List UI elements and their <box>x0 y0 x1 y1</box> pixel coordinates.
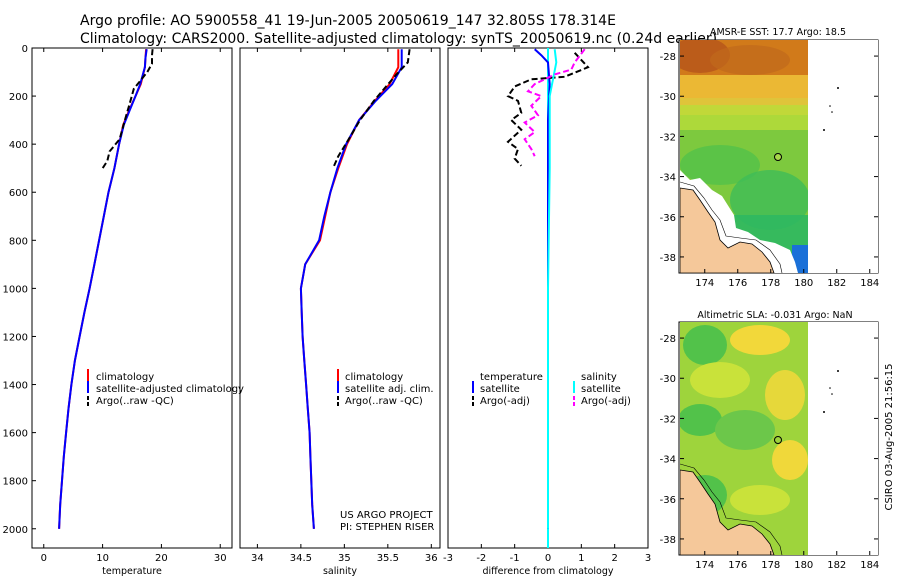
salinity-xlabel: salinity <box>323 566 357 577</box>
sla_map-ytick-label-3: -34 <box>660 455 676 466</box>
salinity-xtick-label-4: 36 <box>425 553 438 564</box>
temperature-ytick-label-1: 200 <box>9 92 28 103</box>
sla_map-xtick-label-2: 178 <box>761 560 780 571</box>
temperature-xtick-label-1: 10 <box>96 553 109 564</box>
sst_map-xtick-label-1: 176 <box>728 278 747 289</box>
sla-argo-marker <box>774 436 782 444</box>
temperature-ytick-label-0: 0 <box>22 44 28 55</box>
temperature-xtick-label-3: 30 <box>214 553 227 564</box>
salinity-xtick-label-3: 35.5 <box>377 553 399 564</box>
sst-argo-marker <box>774 153 782 161</box>
sst_map-xtick-label-5: 184 <box>860 278 879 289</box>
sst_map-ytick-label-3: -34 <box>660 173 676 184</box>
sla_map-ytick-label-5: -38 <box>660 535 676 546</box>
sla_map-ytick-label-2: -32 <box>660 414 676 425</box>
difference-xlabel: difference from climatology <box>482 566 613 577</box>
temperature-series-2 <box>101 49 154 169</box>
temperature-ytick-label-5: 1000 <box>3 284 28 295</box>
sla_map-xtick-label-4: 182 <box>827 560 846 571</box>
temperature-ytick-label-10: 2000 <box>3 525 28 536</box>
climatology-title: Climatology: CARS2000. Satellite-adjuste… <box>80 31 718 47</box>
sst_map-ytick-label-2: -32 <box>660 132 676 143</box>
legend-d-s-satellite: satellite <box>581 384 621 395</box>
temperature-xtick-label-2: 20 <box>155 553 168 564</box>
temperature-frame <box>31 47 233 549</box>
sla-map-title: Altimetric SLA: -0.031 Argo: NaN <box>697 310 852 321</box>
pi-label: PI: STEPHEN RISER <box>340 522 434 533</box>
sst-map-title: AMSR-E SST: 17.7 Argo: 18.5 <box>710 27 846 38</box>
difference-xtick-label-3: 0 <box>545 553 551 564</box>
sla_map-ytick-label-4: -36 <box>660 495 676 506</box>
difference-series-1 <box>506 52 590 167</box>
sst_map-xtick-label-3: 180 <box>794 278 813 289</box>
salinity-xtick-label-2: 35 <box>338 553 351 564</box>
salinity-series-1 <box>299 49 403 529</box>
temperature-series-0 <box>58 49 148 529</box>
legend-d-t-satellite: satellite <box>480 384 520 395</box>
salinity-xtick-label-0: 34 <box>251 553 264 564</box>
temperature-ytick-label-9: 1800 <box>3 477 28 488</box>
legend-satellite-adjusted: satellite-adjusted climatology <box>96 384 244 395</box>
difference-legend: temperature satellite Argo(-adj) salinit… <box>472 372 631 408</box>
sla-map: Altimetric SLA: -0.031 Argo: NaN 174 176 1… <box>660 310 880 571</box>
sla_map-ytick-label-1: -30 <box>660 374 676 385</box>
csiro-credit: CSIRO 03-Aug-2005 21:56:15 <box>884 363 895 510</box>
sst_map-ytick-label-4: -36 <box>660 213 676 224</box>
legend-s-climatology: climatology <box>345 372 403 383</box>
salinity-xtick-label-1: 34.5 <box>290 553 312 564</box>
sst_map-ytick-label-5: -38 <box>660 253 676 264</box>
temperature-xlabel: temperature <box>102 566 162 577</box>
temperature-panel: 0 10 20 30 0 200 400 600 800 1000 1200 1400 1600 1800… <box>3 44 233 577</box>
difference-xtick-label-0: -3 <box>443 553 453 564</box>
sst-map: AMSR-E SST: 17.7 Argo: 18.5 174 176 178 180… <box>660 27 880 289</box>
temperature-ytick-label-7: 1400 <box>3 381 28 392</box>
sst_map-ytick-label-1: -30 <box>660 92 676 103</box>
salinity-panel: 34 34.5 35 35.5 36 salinity <box>239 47 441 577</box>
salinity-frame <box>239 47 441 549</box>
legend-climatology: climatology <box>96 372 154 383</box>
legend-d-temperature: temperature <box>480 372 543 383</box>
temperature-series-1 <box>58 49 148 529</box>
temperature-xtick-label-0: 0 <box>41 553 47 564</box>
temperature-ytick-label-8: 1600 <box>3 429 28 440</box>
temperature-ytick-label-2: 400 <box>9 140 28 151</box>
temperature-ytick-label-6: 1200 <box>3 332 28 343</box>
sla_map-xtick-label-5: 184 <box>860 560 879 571</box>
sst_map-xtick-label-2: 178 <box>761 278 780 289</box>
difference-series-2 <box>547 49 558 529</box>
sst_map-ytick-label-0: -28 <box>660 52 676 63</box>
legend-s-satellite: satellite adj. clim. <box>345 384 434 395</box>
sla_map-xtick-label-0: 174 <box>695 560 714 571</box>
difference-series-3 <box>523 48 586 157</box>
difference-panel: -3 -2 -1 0 1 2 3 difference from climatology <box>443 47 651 577</box>
sla_map-ytick-label-0: -28 <box>660 334 676 345</box>
project-label: US ARGO PROJECT <box>340 510 434 521</box>
sst_map-xtick-label-0: 174 <box>695 278 714 289</box>
sla_map-xtick-label-3: 180 <box>794 560 813 571</box>
temperature-ytick-label-4: 800 <box>9 236 28 247</box>
legend-d-s-argo: Argo(-adj) <box>581 396 631 407</box>
legend-d-salinity: salinity <box>581 372 617 383</box>
legend-s-argo: Argo(..raw -QC) <box>345 396 423 407</box>
salinity-series-0 <box>299 49 400 529</box>
legend-d-t-argo: Argo(-adj) <box>480 396 530 407</box>
legend-argo-raw: Argo(..raw -QC) <box>96 396 174 407</box>
difference-xtick-label-2: -1 <box>510 553 520 564</box>
difference-xtick-label-4: 1 <box>578 553 584 564</box>
sst_map-xtick-label-4: 182 <box>827 278 846 289</box>
difference-xtick-label-5: 2 <box>611 553 617 564</box>
difference-xtick-label-1: -2 <box>476 553 486 564</box>
profile-title: Argo profile: AO 5900558_41 19-Jun-2005 … <box>80 13 616 29</box>
temperature-legend: climatology satellite-adjusted climatolo… <box>87 369 244 408</box>
temperature-ytick-label-3: 600 <box>9 188 28 199</box>
sla_map-xtick-label-1: 176 <box>728 560 747 571</box>
salinity-legend: climatology satellite adj. clim. Argo(..… <box>337 369 434 408</box>
salinity-series-2 <box>332 49 411 169</box>
difference-xtick-label-6: 3 <box>645 553 651 564</box>
